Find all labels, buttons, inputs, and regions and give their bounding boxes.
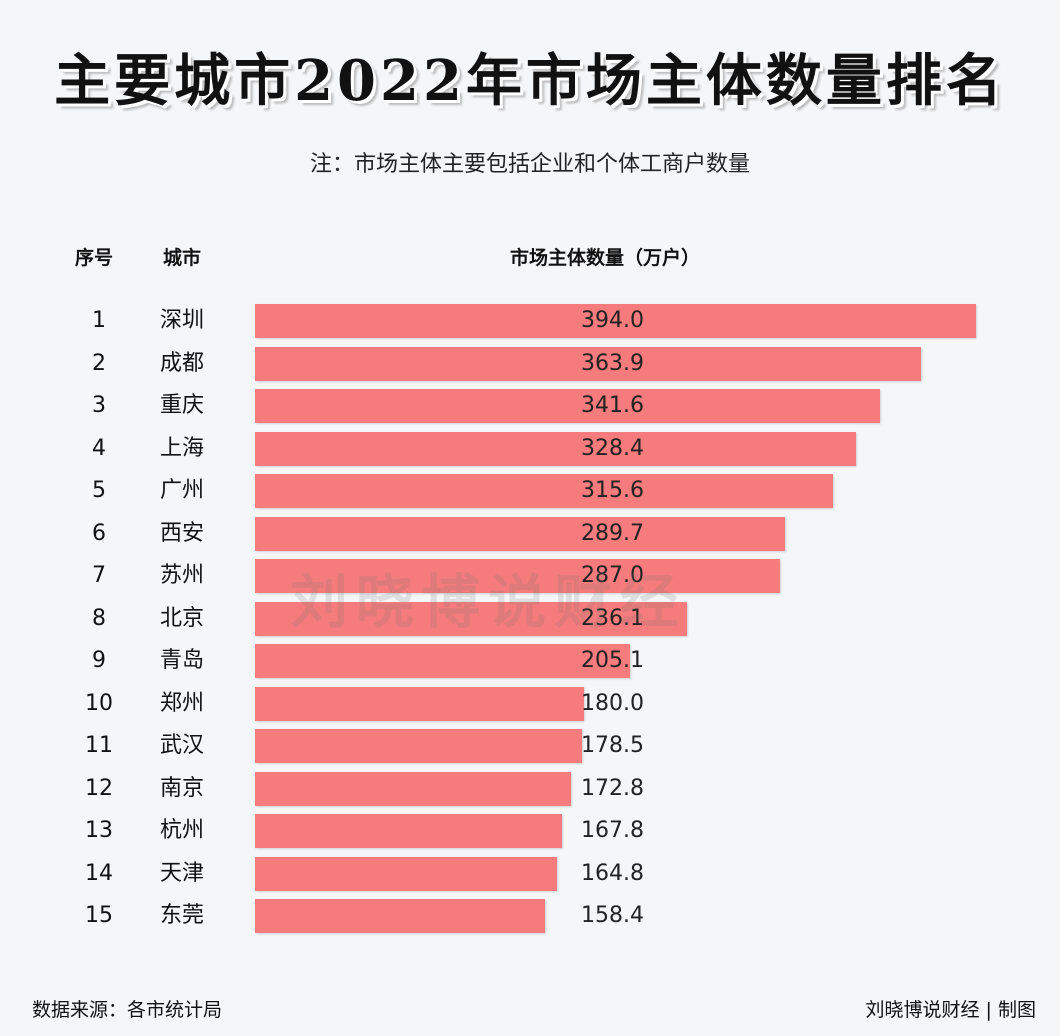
bar-14: [255, 856, 557, 891]
bar-3: [255, 389, 881, 423]
bar-2: [255, 346, 921, 381]
bar-15: [255, 899, 545, 933]
value-label: 164.8: [581, 860, 644, 886]
value-label: 205.1: [581, 648, 644, 673]
city-label: 重庆: [160, 393, 205, 418]
rank-label: 12: [85, 775, 113, 801]
chart-title: 主要城市2022年市场主体数量排名: [54, 48, 1006, 114]
rank-label: 3: [92, 393, 106, 418]
bar-11: [255, 729, 582, 763]
rank-label: 7: [92, 563, 106, 588]
bar-13: [255, 814, 563, 848]
bar-1: [255, 304, 976, 338]
value-label: 289.7: [581, 520, 644, 546]
value-label: 158.4: [581, 903, 644, 928]
rank-label: 8: [92, 605, 106, 631]
value-label: 341.6: [581, 393, 644, 418]
rank-label: 13: [85, 818, 113, 843]
value-label: 178.5: [581, 733, 644, 758]
rank-label: 5: [92, 478, 106, 503]
rank-label: 9: [92, 648, 106, 673]
bar-4: [255, 431, 856, 466]
bar-10: [255, 686, 585, 721]
city-label: 北京: [160, 605, 205, 631]
city-label: 南京: [160, 775, 205, 801]
rank-label: 4: [92, 435, 106, 461]
city-label: 天津: [160, 860, 205, 886]
city-label: 西安: [160, 520, 205, 546]
credit: 刘晓博说财经 | 制图: [865, 999, 1036, 1021]
value-label: 236.1: [581, 605, 644, 631]
rank-label: 15: [85, 903, 113, 928]
header-rank: 序号: [75, 247, 114, 269]
bar-7: [255, 559, 781, 593]
rank-label: 14: [85, 860, 113, 886]
bar-8: [255, 601, 688, 636]
bar-12: [255, 771, 572, 806]
city-label: 成都: [160, 350, 205, 376]
value-label: 287.0: [581, 563, 644, 588]
city-label: 武汉: [160, 733, 205, 758]
value-label: 172.8: [581, 775, 644, 801]
value-label: 167.8: [581, 818, 644, 843]
bar-5: [255, 474, 833, 508]
value-label: 328.4: [581, 435, 644, 461]
header-value: 市场主体数量（万户）: [510, 247, 701, 269]
city-label: 杭州: [160, 818, 205, 843]
value-label: 315.6: [581, 478, 644, 503]
data-source: 数据来源：各市统计局: [32, 999, 223, 1021]
value-label: 394.0: [581, 308, 644, 333]
rank-label: 2: [92, 350, 106, 376]
city-label: 上海: [160, 435, 205, 461]
rank-label: 10: [85, 690, 113, 716]
value-label: 180.0: [581, 690, 644, 716]
city-label: 广州: [160, 478, 205, 503]
city-label: 青岛: [160, 648, 205, 673]
chart-note: 注：市场主体主要包括企业和个体工商户数量: [309, 152, 750, 177]
city-label: 郑州: [160, 690, 205, 716]
city-label: 苏州: [160, 563, 205, 588]
rank-label: 11: [85, 733, 113, 758]
value-label: 363.9: [581, 350, 644, 376]
bar-6: [255, 516, 786, 551]
bar-9: [255, 644, 631, 678]
rank-label: 1: [92, 308, 106, 333]
rank-label: 6: [92, 520, 106, 546]
city-label: 深圳: [160, 308, 205, 333]
city-label: 东莞: [160, 903, 205, 928]
header-city: 城市: [163, 247, 202, 269]
